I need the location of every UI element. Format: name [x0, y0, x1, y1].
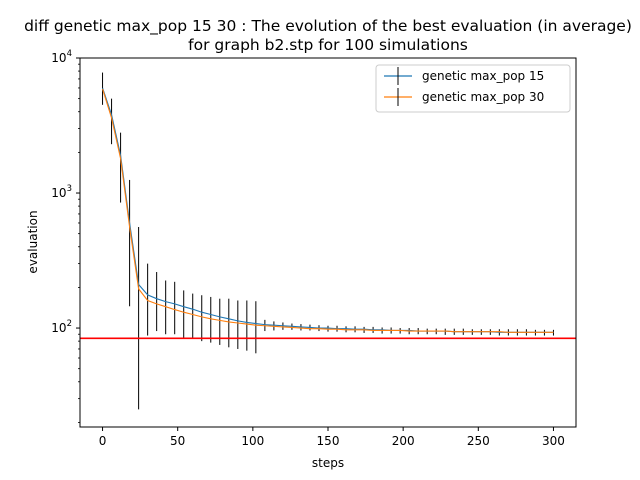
plot-area	[80, 72, 576, 410]
x-tick-label: 150	[317, 434, 340, 448]
x-axis-ticks: 0 50 100 150 200 250 300	[99, 427, 565, 448]
x-tick-label: 50	[170, 434, 185, 448]
y-tick-label: 102	[51, 319, 72, 335]
y-tick-label: 103	[51, 184, 72, 200]
x-tick-label: 0	[99, 434, 107, 448]
legend: genetic max_pop 15 genetic max_pop 30	[375, 64, 571, 113]
chart-title-line-1: diff genetic max_pop 15 30 : The evoluti…	[24, 17, 632, 36]
series-line-2	[102, 88, 554, 333]
legend-label-series-2: genetic max_pop 30	[422, 90, 544, 104]
y-axis-label: evaluation	[26, 210, 40, 273]
y-tick-label: 104	[51, 49, 72, 65]
x-tick-label: 250	[467, 434, 490, 448]
legend-label-series-1: genetic max_pop 15	[422, 69, 544, 83]
y-axis-ticks: 102 103 104	[51, 49, 80, 423]
x-tick-label: 200	[392, 434, 415, 448]
x-axis-label: steps	[312, 456, 344, 470]
legend-box	[375, 64, 571, 113]
x-tick-label: 100	[241, 434, 264, 448]
x-tick-label: 300	[542, 434, 565, 448]
chart-title-line-2: for graph b2.stp for 100 simulations	[188, 36, 468, 54]
